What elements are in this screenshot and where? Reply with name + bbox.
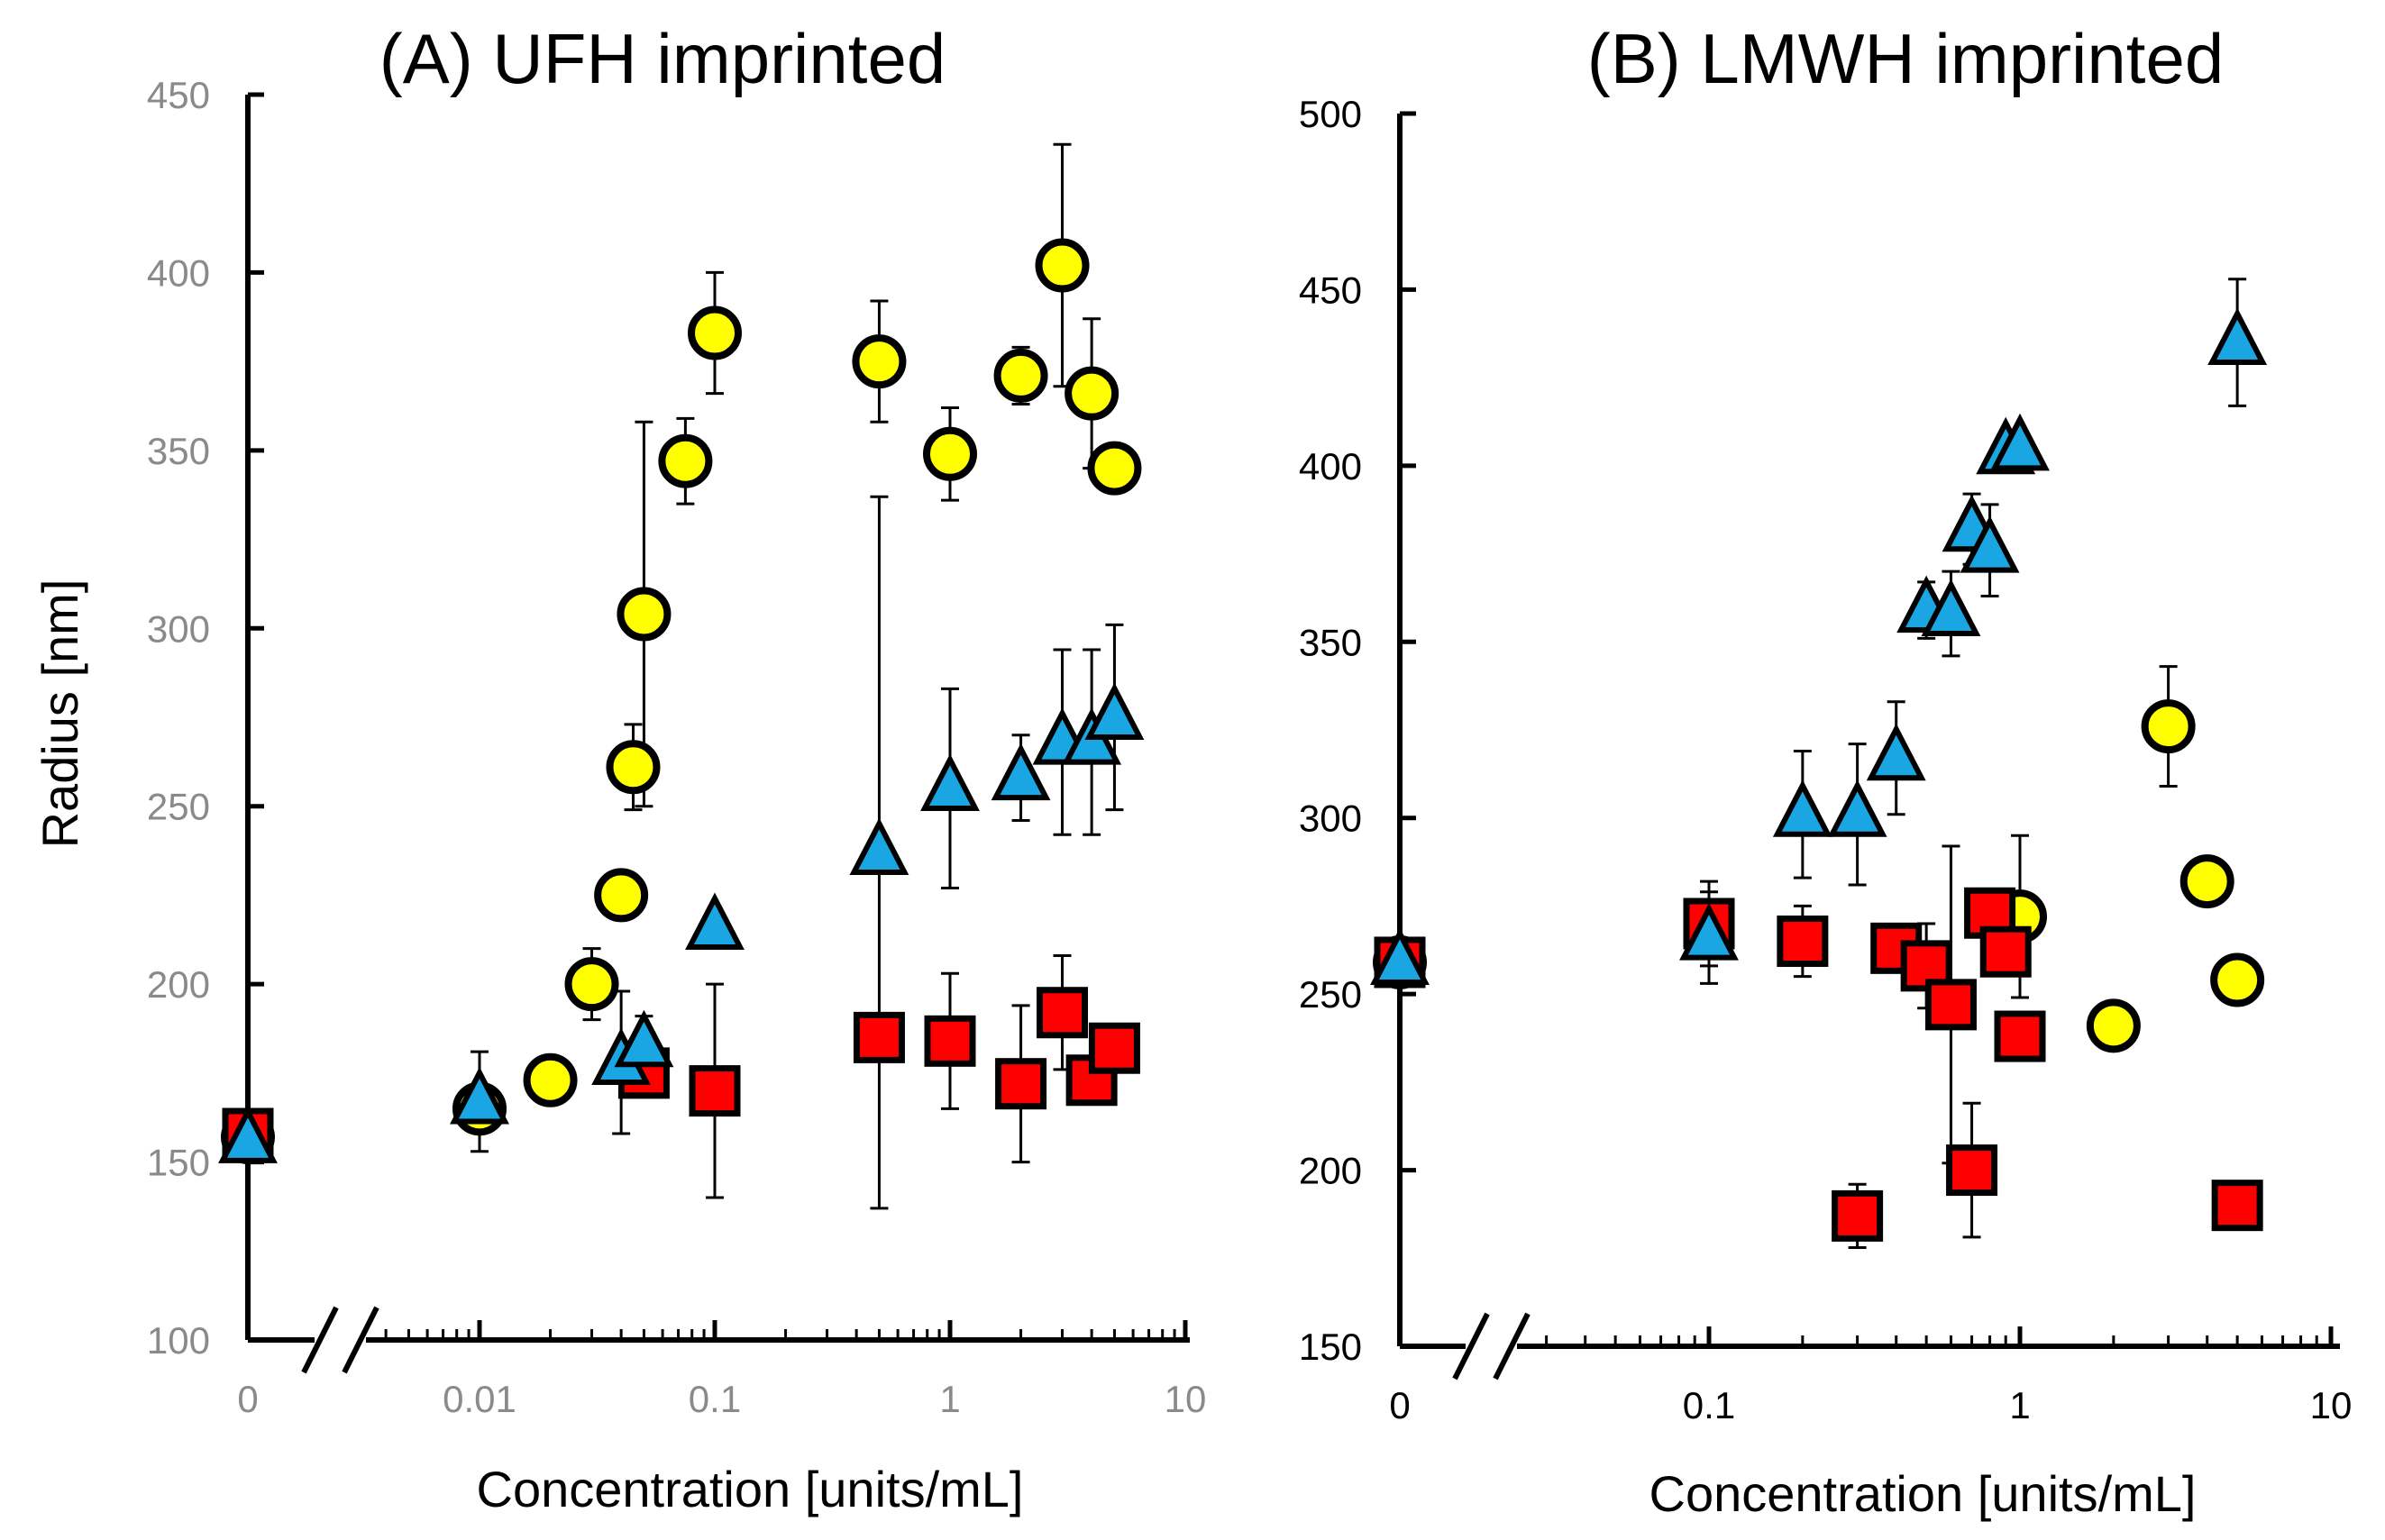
circle-marker: [2210, 952, 2265, 1007]
axis-break-mark: [301, 1306, 339, 1374]
triangle-marker: [1960, 515, 2020, 573]
triangle-marker: [218, 1106, 278, 1163]
y-tick-label: 400: [147, 251, 210, 294]
y-tick-label: 150: [1299, 1326, 1362, 1368]
triangle-marker: [1370, 927, 1430, 985]
triangle-marker: [1921, 579, 1981, 637]
axis-break-mark: [1452, 1312, 1490, 1381]
square-marker: [1946, 1144, 1998, 1197]
triangle-marker: [685, 892, 745, 950]
y-tick-label: 350: [1299, 621, 1362, 663]
triangle-marker: [849, 817, 909, 876]
circle-marker: [564, 957, 619, 1012]
square-marker: [1088, 1022, 1140, 1074]
y-tick-label: 400: [1299, 445, 1362, 488]
circle-marker: [617, 587, 672, 642]
panel-b: (B) LMWH imprinted Concentration [units/…: [1299, 19, 2352, 1522]
panel-b-x-axis-label: Concentration [units/mL]: [1649, 1465, 2197, 1522]
y-tick-label: 350: [147, 430, 210, 472]
y-tick-label: 450: [147, 74, 210, 116]
square-marker: [1777, 916, 1829, 968]
y-tick-label: 300: [1299, 797, 1362, 840]
x-tick-label: 0.1: [1683, 1384, 1735, 1426]
panel-b-axes: 150 200 250 300 350 400 450 500 0 0.1 1 10: [1299, 93, 2352, 1426]
x-tick-label: 10: [2310, 1384, 2353, 1426]
circle-marker: [688, 305, 742, 360]
panel-b-error-bars: [1700, 278, 2247, 1250]
circle-marker: [923, 426, 977, 481]
y-tick-label: 200: [1299, 1150, 1362, 1192]
x-tick-label: 0: [1389, 1384, 1410, 1426]
triangle-marker: [920, 753, 980, 811]
y-tick-label: 250: [147, 786, 210, 828]
panel-a: (A) UFH imprinted Radius [nm] Concentrat…: [32, 19, 1206, 1517]
y-tick-label: 250: [1299, 973, 1362, 1016]
panel-b-markers: [1370, 307, 2268, 1242]
panel-a-x-axis-label: Concentration [units/mL]: [477, 1461, 1024, 1517]
circle-marker: [1035, 238, 1090, 293]
square-marker: [1979, 925, 2032, 978]
square-marker: [1994, 1010, 2046, 1062]
triangle-marker: [450, 1066, 509, 1125]
circle-marker: [2179, 854, 2234, 909]
square-marker: [1924, 979, 1977, 1031]
square-marker: [853, 1011, 905, 1063]
circle-marker: [658, 433, 713, 488]
x-tick-label: 0: [237, 1378, 258, 1420]
circle-marker: [2086, 998, 2141, 1053]
panel-a-y-axis-label: Radius [nm]: [32, 579, 88, 849]
square-marker: [924, 1015, 976, 1067]
x-tick-label: 1: [2009, 1384, 2030, 1426]
circle-marker: [1087, 441, 1142, 496]
panel-a-markers: [218, 238, 1145, 1164]
x-tick-label: 0.1: [689, 1378, 741, 1420]
circle-marker: [993, 348, 1048, 403]
y-tick-label: 500: [1299, 93, 1362, 135]
circle-marker: [523, 1052, 578, 1107]
x-tick-label: 1: [939, 1378, 960, 1420]
triangle-marker: [614, 1009, 674, 1068]
x-tick-label: 0.01: [443, 1378, 516, 1420]
triangle-marker: [2207, 307, 2268, 366]
axis-break-mark: [342, 1306, 379, 1374]
triangle-marker: [991, 743, 1051, 801]
triangle-marker: [1990, 413, 2050, 471]
panel-a-title: (A) UFH imprinted: [379, 19, 946, 98]
square-marker: [1037, 987, 1089, 1039]
y-tick-label: 150: [147, 1142, 210, 1184]
triangle-marker: [1772, 779, 1832, 837]
triangle-marker: [1084, 682, 1145, 740]
x-tick-label: 10: [1165, 1378, 1207, 1420]
circle-marker: [852, 334, 907, 389]
square-marker: [689, 1065, 741, 1117]
circle-marker: [2141, 699, 2196, 754]
square-marker: [995, 1058, 1047, 1110]
circle-marker: [1065, 366, 1119, 421]
square-marker: [1832, 1189, 1884, 1242]
y-tick-label: 100: [147, 1319, 210, 1362]
circle-marker: [606, 740, 661, 795]
axis-break-mark: [1493, 1312, 1531, 1381]
y-tick-label: 300: [147, 607, 210, 650]
triangle-marker: [1866, 723, 1926, 781]
triangle-marker: [1827, 779, 1887, 837]
panel-b-title: (B) LMWH imprinted: [1587, 19, 2224, 98]
y-tick-label: 200: [147, 963, 210, 1006]
triangle-marker: [1679, 903, 1739, 961]
square-marker: [2211, 1180, 2263, 1232]
panel-a-error-bars: [471, 142, 1124, 1210]
panel-a-axes: 100 150 200 250 300 350 400 450 0 0.01 0.1 1 10: [147, 74, 1206, 1420]
circle-marker: [594, 868, 649, 923]
y-tick-label: 450: [1299, 269, 1362, 311]
